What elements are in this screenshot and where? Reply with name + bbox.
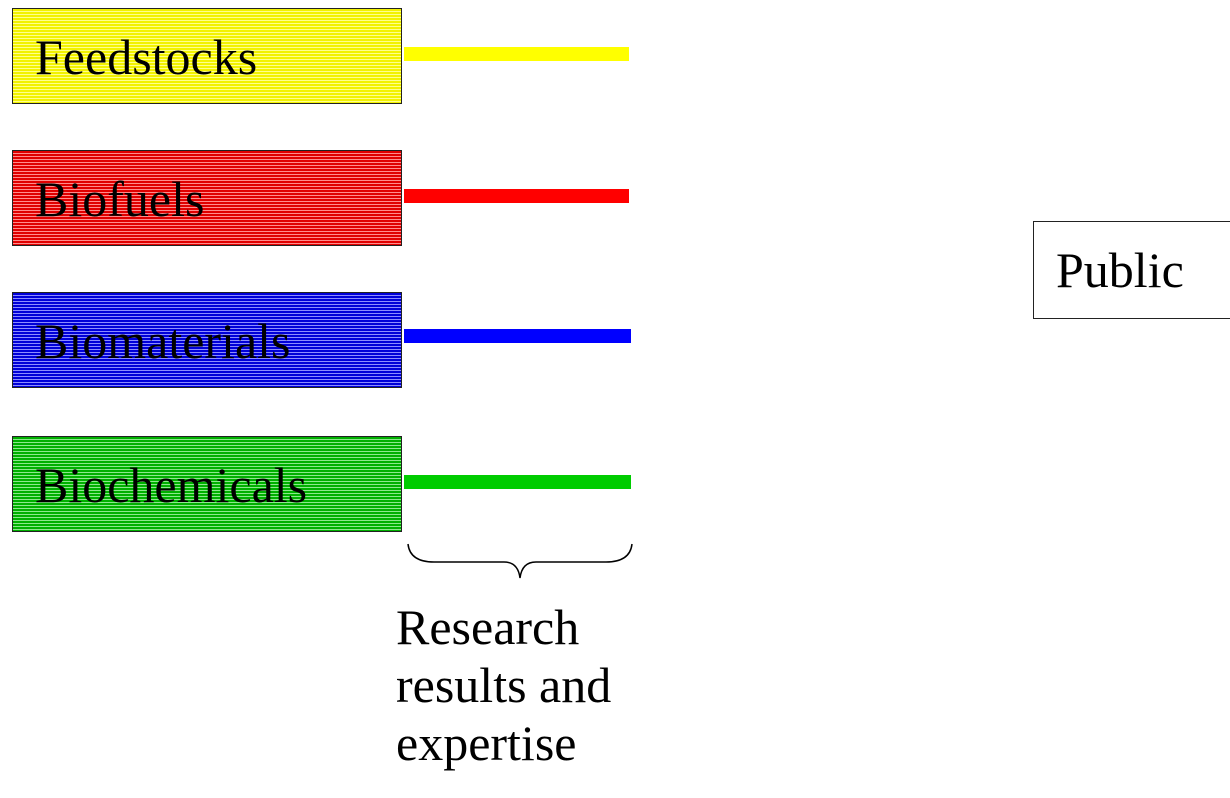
biofuels-label: Biofuels <box>35 171 205 227</box>
caption-line-2: results and <box>396 657 612 713</box>
caption-line-1: Research <box>396 599 580 655</box>
curly-brace <box>407 543 633 579</box>
caption-line-3: expertise <box>396 715 577 771</box>
research-caption: Research results and expertise <box>396 598 696 772</box>
biofuels-box: Biofuels <box>12 150 402 246</box>
biomaterials-connector <box>404 329 631 343</box>
feedstocks-label: Feedstocks <box>35 29 258 85</box>
biofuels-connector <box>404 189 629 203</box>
feedstocks-box: Feedstocks <box>12 8 402 104</box>
biomaterials-label: Biomaterials <box>35 313 291 369</box>
public-box: Public <box>1033 221 1230 319</box>
public-label: Public <box>1056 242 1184 298</box>
biochemicals-connector <box>404 475 631 489</box>
feedstocks-connector <box>404 47 629 61</box>
biochemicals-box: Biochemicals <box>12 436 402 532</box>
biochemicals-label: Biochemicals <box>35 457 308 513</box>
biomaterials-box: Biomaterials <box>12 292 402 388</box>
